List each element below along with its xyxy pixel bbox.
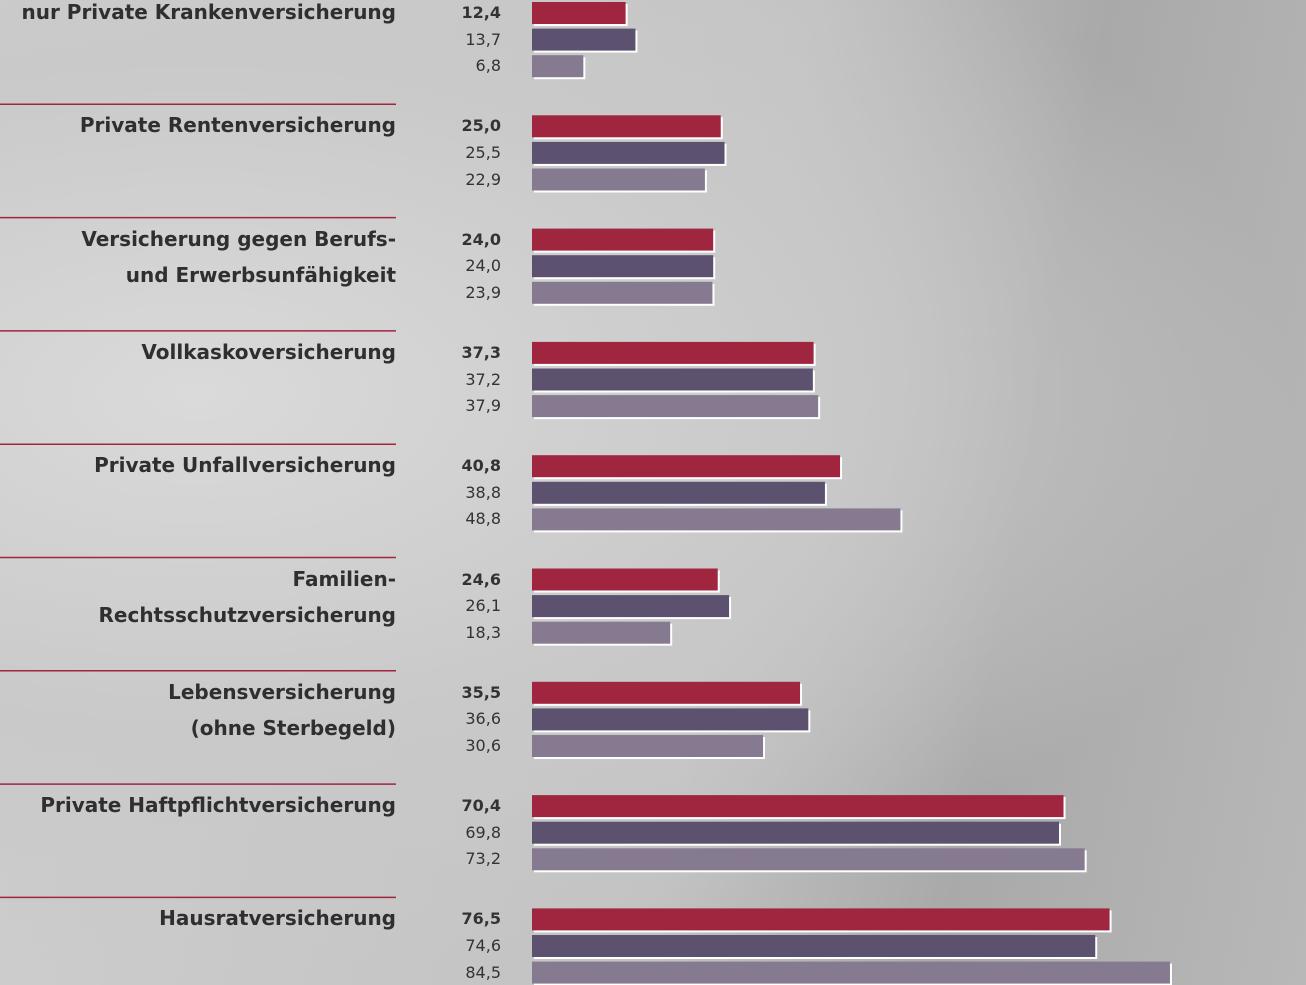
chart: nur Private Krankenversicherung12,413,76… (0, 0, 1306, 985)
bar (532, 508, 900, 530)
value-label: 18,3 (421, 620, 501, 646)
category-label: Private Rentenversicherung (80, 107, 396, 143)
bar (532, 822, 1059, 844)
bar (532, 169, 705, 191)
bar (532, 908, 1110, 930)
bar (532, 369, 813, 391)
value-label: 25,5 (421, 140, 501, 166)
bar (532, 55, 583, 77)
bar (532, 708, 808, 730)
value-label: 22,9 (421, 167, 501, 193)
value-label: 40,8 (421, 453, 501, 479)
value-label: 37,9 (421, 393, 501, 419)
bar (532, 962, 1170, 984)
bar (532, 342, 814, 364)
bar (532, 229, 713, 251)
value-label: 24,0 (421, 227, 501, 253)
bar (532, 255, 713, 277)
value-label: 6,8 (421, 53, 501, 79)
bars-layer (0, 0, 1306, 985)
category-label: Hausratversicherung (159, 900, 396, 936)
value-label: 24,0 (421, 253, 501, 279)
value-label: 84,5 (421, 960, 501, 985)
value-label: 35,5 (421, 680, 501, 706)
bar (532, 282, 712, 304)
category-label: Lebensversicherung (ohne Sterbegeld) (168, 674, 396, 746)
value-label: 69,8 (421, 820, 501, 846)
category-label: Familien-Rechtsschutzversicherung (0, 561, 396, 633)
bar (532, 622, 670, 644)
value-label: 36,6 (421, 706, 501, 732)
bar (532, 2, 626, 24)
bar (532, 29, 635, 51)
category-label: Vollkaskoversicherung (141, 334, 396, 370)
value-label: 13,7 (421, 27, 501, 53)
value-label: 76,5 (421, 906, 501, 932)
bar (532, 569, 718, 591)
value-label: 74,6 (421, 933, 501, 959)
bar (532, 795, 1064, 817)
bar (532, 455, 840, 477)
value-label: 37,2 (421, 367, 501, 393)
bar (532, 115, 721, 137)
value-label: 30,6 (421, 733, 501, 759)
value-label: 12,4 (421, 0, 501, 26)
bar (532, 682, 800, 704)
bar (532, 935, 1095, 957)
bar (532, 735, 763, 757)
value-label: 23,9 (421, 280, 501, 306)
value-label: 73,2 (421, 846, 501, 872)
bar (532, 848, 1085, 870)
bar (532, 142, 725, 164)
value-label: 38,8 (421, 480, 501, 506)
value-label: 48,8 (421, 506, 501, 532)
value-label: 25,0 (421, 113, 501, 139)
category-label: nur Private Krankenversicherung (21, 0, 396, 30)
bar (532, 395, 818, 417)
category-label: Private Unfallversicherung (94, 447, 396, 483)
bar (532, 482, 825, 504)
value-label: 70,4 (421, 793, 501, 819)
category-label: Versicherung gegen Berufs- und Erwerbsun… (81, 221, 396, 293)
value-label: 24,6 (421, 567, 501, 593)
category-label: Private Haftpflichtversicherung (40, 787, 396, 823)
bar (532, 595, 729, 617)
value-label: 26,1 (421, 593, 501, 619)
value-label: 37,3 (421, 340, 501, 366)
